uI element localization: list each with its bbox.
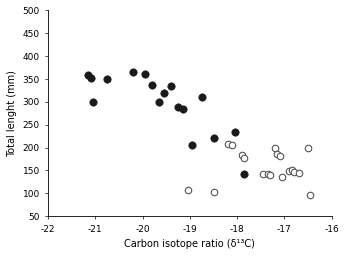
Point bbox=[156, 100, 162, 104]
Point bbox=[190, 143, 195, 147]
Point bbox=[289, 168, 294, 173]
Point bbox=[130, 70, 136, 74]
Point bbox=[104, 77, 110, 81]
Point bbox=[242, 156, 247, 160]
Point bbox=[308, 193, 313, 197]
Point bbox=[149, 83, 155, 87]
Point bbox=[239, 153, 245, 157]
Point bbox=[180, 107, 185, 111]
Point bbox=[286, 169, 292, 173]
Point bbox=[161, 91, 167, 95]
X-axis label: Carbon isotope ratio (δ¹³C): Carbon isotope ratio (δ¹³C) bbox=[125, 239, 255, 249]
Y-axis label: Total lenght (mm): Total lenght (mm) bbox=[7, 70, 17, 157]
Point bbox=[85, 73, 91, 77]
Point bbox=[275, 152, 280, 156]
Point bbox=[142, 72, 148, 77]
Point bbox=[225, 142, 230, 146]
Point bbox=[272, 146, 278, 150]
Point bbox=[291, 170, 297, 174]
Point bbox=[168, 84, 174, 88]
Point bbox=[267, 173, 273, 177]
Point bbox=[230, 143, 235, 147]
Point bbox=[175, 105, 181, 109]
Point bbox=[199, 95, 204, 99]
Point bbox=[305, 146, 311, 150]
Point bbox=[211, 136, 216, 141]
Point bbox=[261, 172, 266, 176]
Point bbox=[211, 190, 216, 194]
Point bbox=[296, 171, 301, 175]
Point bbox=[242, 172, 247, 176]
Point bbox=[88, 76, 93, 80]
Point bbox=[185, 188, 190, 192]
Point bbox=[90, 100, 96, 104]
Point bbox=[232, 130, 238, 134]
Point bbox=[279, 175, 285, 179]
Point bbox=[277, 154, 282, 158]
Point bbox=[265, 172, 271, 176]
